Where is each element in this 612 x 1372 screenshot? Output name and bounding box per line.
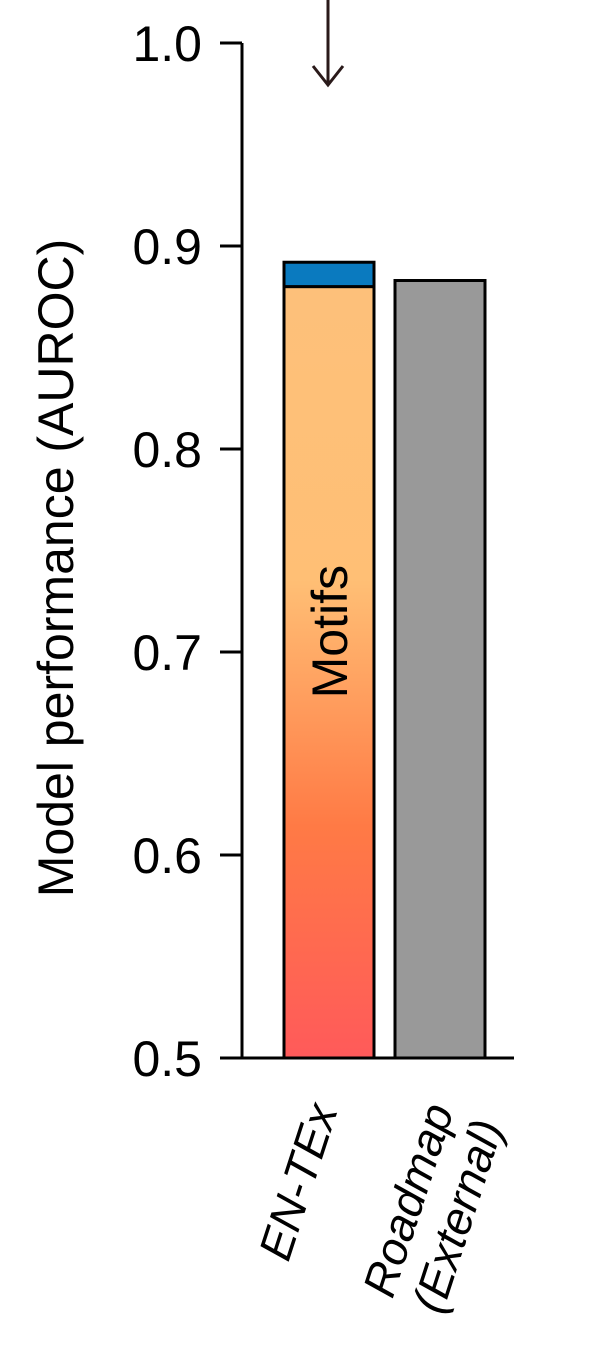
- y-tick-label: 0.8: [132, 422, 202, 478]
- y-tick-label: 0.7: [132, 625, 202, 681]
- bar-segment: [282, 260, 376, 289]
- y-tick-label: 0.9: [132, 219, 202, 275]
- bar-segment-label: Motifs: [302, 565, 358, 698]
- bar-segment: [282, 285, 376, 1060]
- x-category-label: EN-TEx: [248, 1095, 348, 1266]
- y-tick-label: 1.0: [132, 16, 202, 72]
- y-axis-title: Model performance (AUROC): [28, 239, 84, 898]
- x-category-label: Roadmap(External): [352, 1097, 513, 1319]
- x-category-label-line: EN-TEx: [248, 1095, 348, 1266]
- bar-segment: [393, 279, 487, 1060]
- down-arrow-head-icon: [311, 65, 345, 88]
- y-tick-label: 0.6: [132, 828, 202, 884]
- y-tick-label: 0.5: [132, 1031, 202, 1087]
